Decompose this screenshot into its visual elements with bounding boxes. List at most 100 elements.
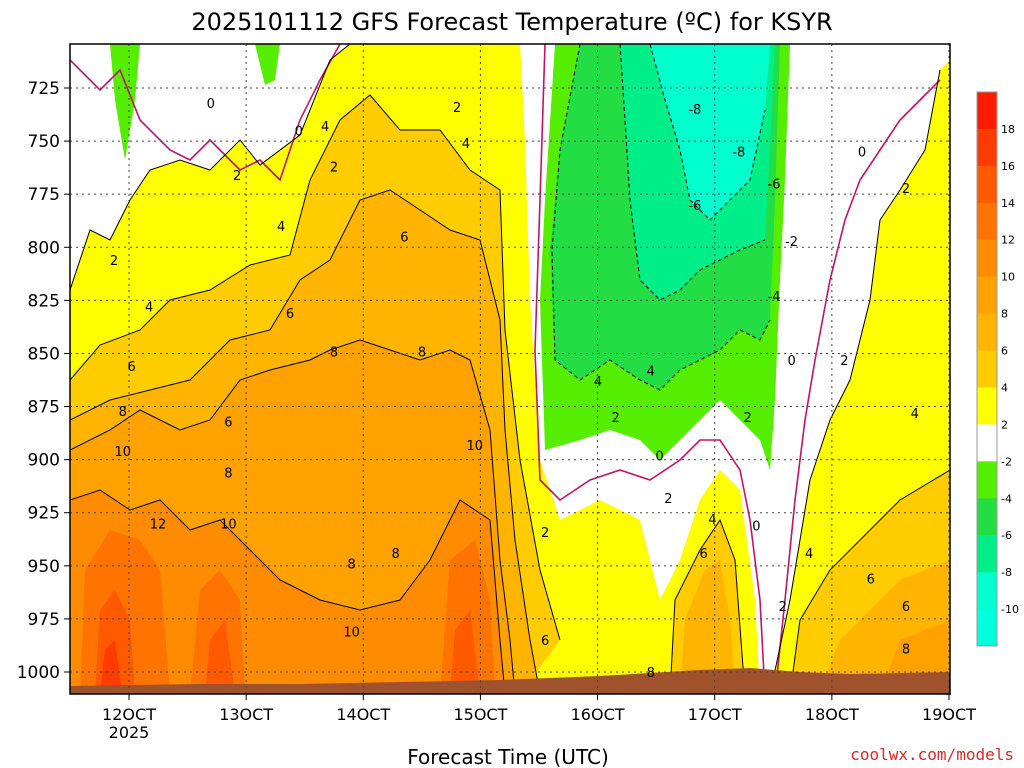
contour-label: 2	[611, 411, 619, 426]
contour-label: 0	[787, 354, 795, 369]
contour-label: 0	[207, 97, 215, 112]
contour-label: 0	[655, 449, 663, 464]
colorbar-label: 10	[1001, 271, 1015, 284]
colorbar-swatch	[977, 92, 997, 130]
zero-contour	[70, 44, 341, 182]
x-tick-label: 17OCT	[688, 705, 742, 724]
chart-title: 2025101112 GFS Forecast Temperature (ºC)…	[191, 8, 832, 36]
contour-label: 6	[902, 600, 910, 615]
band-6-8-b	[680, 560, 735, 694]
contour-label: 0	[858, 146, 866, 161]
colorbar-swatch	[977, 609, 997, 647]
y-tick-label: 750	[28, 132, 60, 152]
contour-label: 2	[902, 182, 910, 197]
x-tick-label: 15OCT	[453, 705, 507, 724]
dashed-contour-b	[619, 44, 766, 301]
band-14-16-c	[450, 610, 480, 694]
contour-label: 8	[347, 558, 355, 573]
dashed-contour-c	[649, 44, 766, 221]
contour-label: 4	[277, 220, 285, 235]
colorbar-swatch	[977, 424, 997, 462]
contour-label: 8	[902, 643, 910, 658]
contour-label: 8	[330, 345, 338, 360]
contour-label: 8	[391, 547, 399, 562]
contour-label: 10	[220, 517, 237, 532]
colorbar-label: 16	[1001, 160, 1015, 173]
contour-label: 8	[647, 666, 655, 681]
colorbar-label: 4	[1001, 381, 1008, 394]
y-tick-label: 925	[28, 504, 60, 524]
solid-contour-6	[70, 189, 541, 694]
contour-label: 12	[150, 517, 167, 532]
y-tick-label: 875	[28, 398, 60, 418]
colorbar-swatch	[977, 313, 997, 352]
zero-contour-3	[774, 79, 941, 694]
x-tick-label: 14OCT	[336, 705, 390, 724]
colorbar-label: 18	[1001, 123, 1015, 136]
colorbar-swatch	[977, 535, 997, 573]
solid-contour-10	[70, 489, 506, 694]
grid-lines	[70, 44, 950, 694]
colorbar-swatch	[977, 202, 997, 241]
y-tick-label: 1000	[17, 663, 60, 683]
contour-label: -6	[768, 178, 781, 193]
y-tick-label: 975	[28, 610, 60, 630]
contour-label: 6	[286, 307, 294, 322]
colorbar-label: 2	[1001, 418, 1008, 431]
dashed-contour-a	[551, 44, 771, 391]
colorbar-swatch	[977, 350, 997, 388]
zero-contour-2	[534, 44, 766, 694]
colorbar-label: 8	[1001, 308, 1008, 321]
contour-label: 4	[594, 375, 602, 390]
contour-label: -6	[688, 199, 701, 214]
contour-label: 10	[467, 439, 484, 454]
contour-label: -2	[785, 235, 798, 250]
contour-label: 2	[330, 161, 338, 176]
colorbar-frame	[976, 91, 998, 647]
solid-contour-right2	[789, 469, 950, 694]
solid-contour-4	[70, 94, 561, 641]
y-tick-label: 725	[28, 79, 60, 99]
contour-label: 2	[743, 411, 751, 426]
contour-label: 8	[224, 466, 232, 481]
colorbar-swatch	[977, 239, 997, 278]
colorbar-swatch	[977, 165, 997, 204]
y-tick-label: 775	[28, 185, 60, 205]
y-tick-label: 800	[28, 238, 60, 258]
colorbar-label: 14	[1001, 197, 1015, 210]
x-tick-label: 18OCT	[805, 705, 859, 724]
colorbar-swatch	[977, 572, 997, 610]
solid-contour-mid	[669, 518, 746, 694]
contour-label: -4	[768, 290, 781, 305]
band-10-12	[70, 490, 505, 694]
contour-label: 2	[233, 169, 241, 184]
y-tick-label: 850	[28, 344, 60, 364]
contour-label: 4	[805, 547, 813, 562]
contour-label: 4	[911, 407, 919, 422]
colorbar-swatch	[977, 387, 997, 425]
contour-label: -8	[732, 146, 745, 161]
contour-label: 8	[119, 405, 127, 420]
solid-contour-8	[70, 339, 516, 694]
contour-label: 10	[343, 626, 360, 641]
x-tick-label: 16OCT	[571, 705, 625, 724]
contour-label: 2	[779, 600, 787, 615]
terrain	[70, 668, 950, 694]
band-16-18	[100, 640, 122, 694]
contour-label: 6	[699, 547, 707, 562]
contour-label: 6	[400, 231, 408, 246]
y-tick-label: 900	[28, 451, 60, 471]
y-tick-label: 825	[28, 291, 60, 311]
contour-label: 6	[541, 634, 549, 649]
contour-label: 6	[867, 573, 875, 588]
solid-contour-2	[70, 44, 351, 291]
contour-label: 2	[664, 492, 672, 507]
y-axis: 725 750 775 800 825 850 875 900 925 950 975 1000	[17, 79, 70, 683]
x-year-label: 2025	[109, 723, 150, 742]
contour-label: 2	[110, 254, 118, 269]
contour-label: 0	[752, 519, 760, 534]
contour-label: 4	[647, 364, 655, 379]
solid-contour-right	[769, 69, 941, 694]
colorbar-label: -2	[1001, 455, 1012, 468]
